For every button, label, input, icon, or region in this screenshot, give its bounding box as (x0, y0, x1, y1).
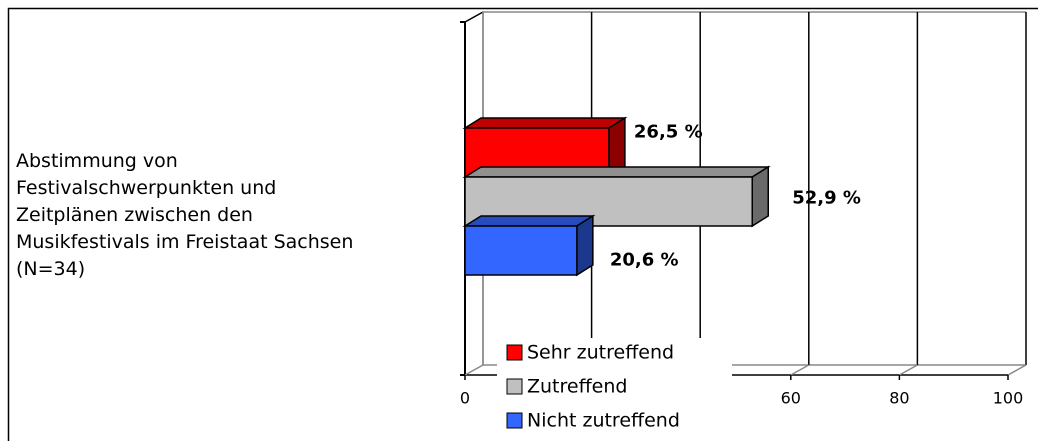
wall-edge (464, 11, 484, 23)
category-label: Abstimmung von Festivalschwerpunkten und… (16, 150, 354, 280)
legend-label: Sehr zutreffend (527, 342, 674, 364)
legend-box (497, 338, 732, 441)
legend-label: Zutreffend (527, 376, 627, 398)
frame (7, 7, 1038, 441)
legend-label: Nicht zutreffend (527, 410, 680, 432)
x-tick-label: 80 (889, 389, 909, 408)
bar-top (462, 215, 596, 227)
grid-line (899, 364, 918, 376)
legend-swatch (506, 344, 523, 361)
grid-line (790, 364, 810, 376)
bar-top (462, 117, 628, 129)
bar-side (751, 165, 769, 228)
legend-swatch (506, 412, 523, 429)
bar-side (576, 214, 594, 277)
bar (464, 225, 578, 276)
x-tick-label: 100 (993, 389, 1024, 408)
value-label: 20,6 % (610, 250, 679, 271)
value-label: 26,5 % (634, 122, 703, 143)
x-tick-label: 60 (781, 389, 801, 408)
grid-line (464, 364, 484, 376)
legend-swatch (506, 378, 523, 395)
value-label: 52,9 % (792, 188, 861, 209)
grid-line (1007, 364, 1027, 376)
x-tick-label: 0 (460, 389, 470, 408)
bar-top (462, 166, 771, 178)
